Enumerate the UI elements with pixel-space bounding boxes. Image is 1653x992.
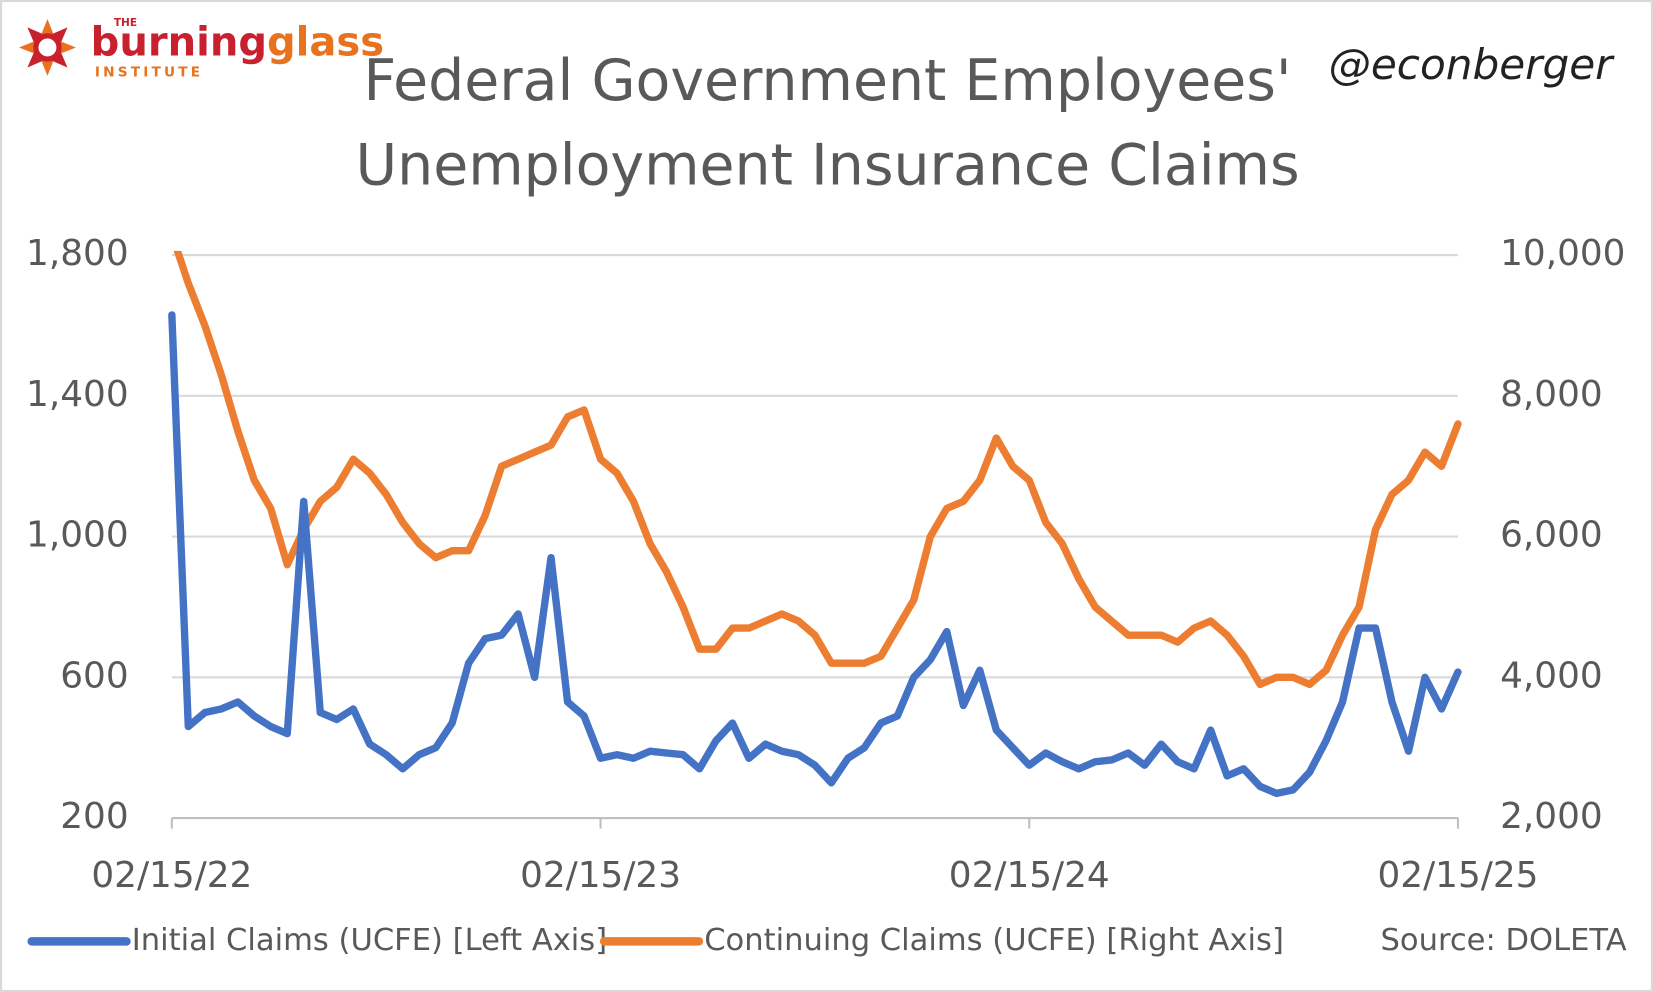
y2-tick-label: 4,000: [1500, 655, 1603, 696]
y-tick-label: 600: [60, 655, 128, 696]
y-tick-label: 1,800: [26, 233, 129, 274]
y2-tick-label: 6,000: [1500, 515, 1603, 556]
legend-label: Continuing Claims (UCFE) [Right Axis]: [704, 923, 1284, 958]
y-tick-label: 200: [60, 796, 128, 837]
y2-tick-label: 2,000: [1500, 796, 1603, 837]
logo-name: burningglass: [91, 19, 384, 65]
logo-mark: [18, 18, 76, 76]
logo-name-a: burning: [91, 19, 267, 65]
y2-tick-label: 8,000: [1500, 374, 1603, 415]
x-tick-label: 02/15/24: [949, 855, 1110, 896]
logo-name-b: glass: [267, 19, 384, 65]
source: Source: DOLETA: [1381, 923, 1627, 958]
series-line: [173, 250, 1462, 689]
handle: @econberger: [1329, 40, 1616, 89]
series-line: [168, 311, 1462, 798]
legend-label: Initial Claims (UCFE) [Left Axis]: [132, 923, 607, 958]
x-tick-label: 02/15/22: [91, 855, 252, 896]
chart-title: Unemployment Insurance Claims: [356, 132, 1300, 198]
logo-top: THE: [114, 17, 137, 29]
y-tick-label: 1,400: [26, 374, 129, 415]
x-tick-label: 02/15/25: [1378, 855, 1539, 896]
x-tick-label: 02/15/23: [520, 855, 681, 896]
y-tick-label: 1,000: [26, 515, 129, 556]
plot-area: [168, 250, 1462, 798]
chart-title: Federal Government Employees': [364, 48, 1292, 114]
y2-tick-label: 10,000: [1500, 233, 1625, 274]
logo-bottom: INSTITUTE: [95, 65, 203, 81]
